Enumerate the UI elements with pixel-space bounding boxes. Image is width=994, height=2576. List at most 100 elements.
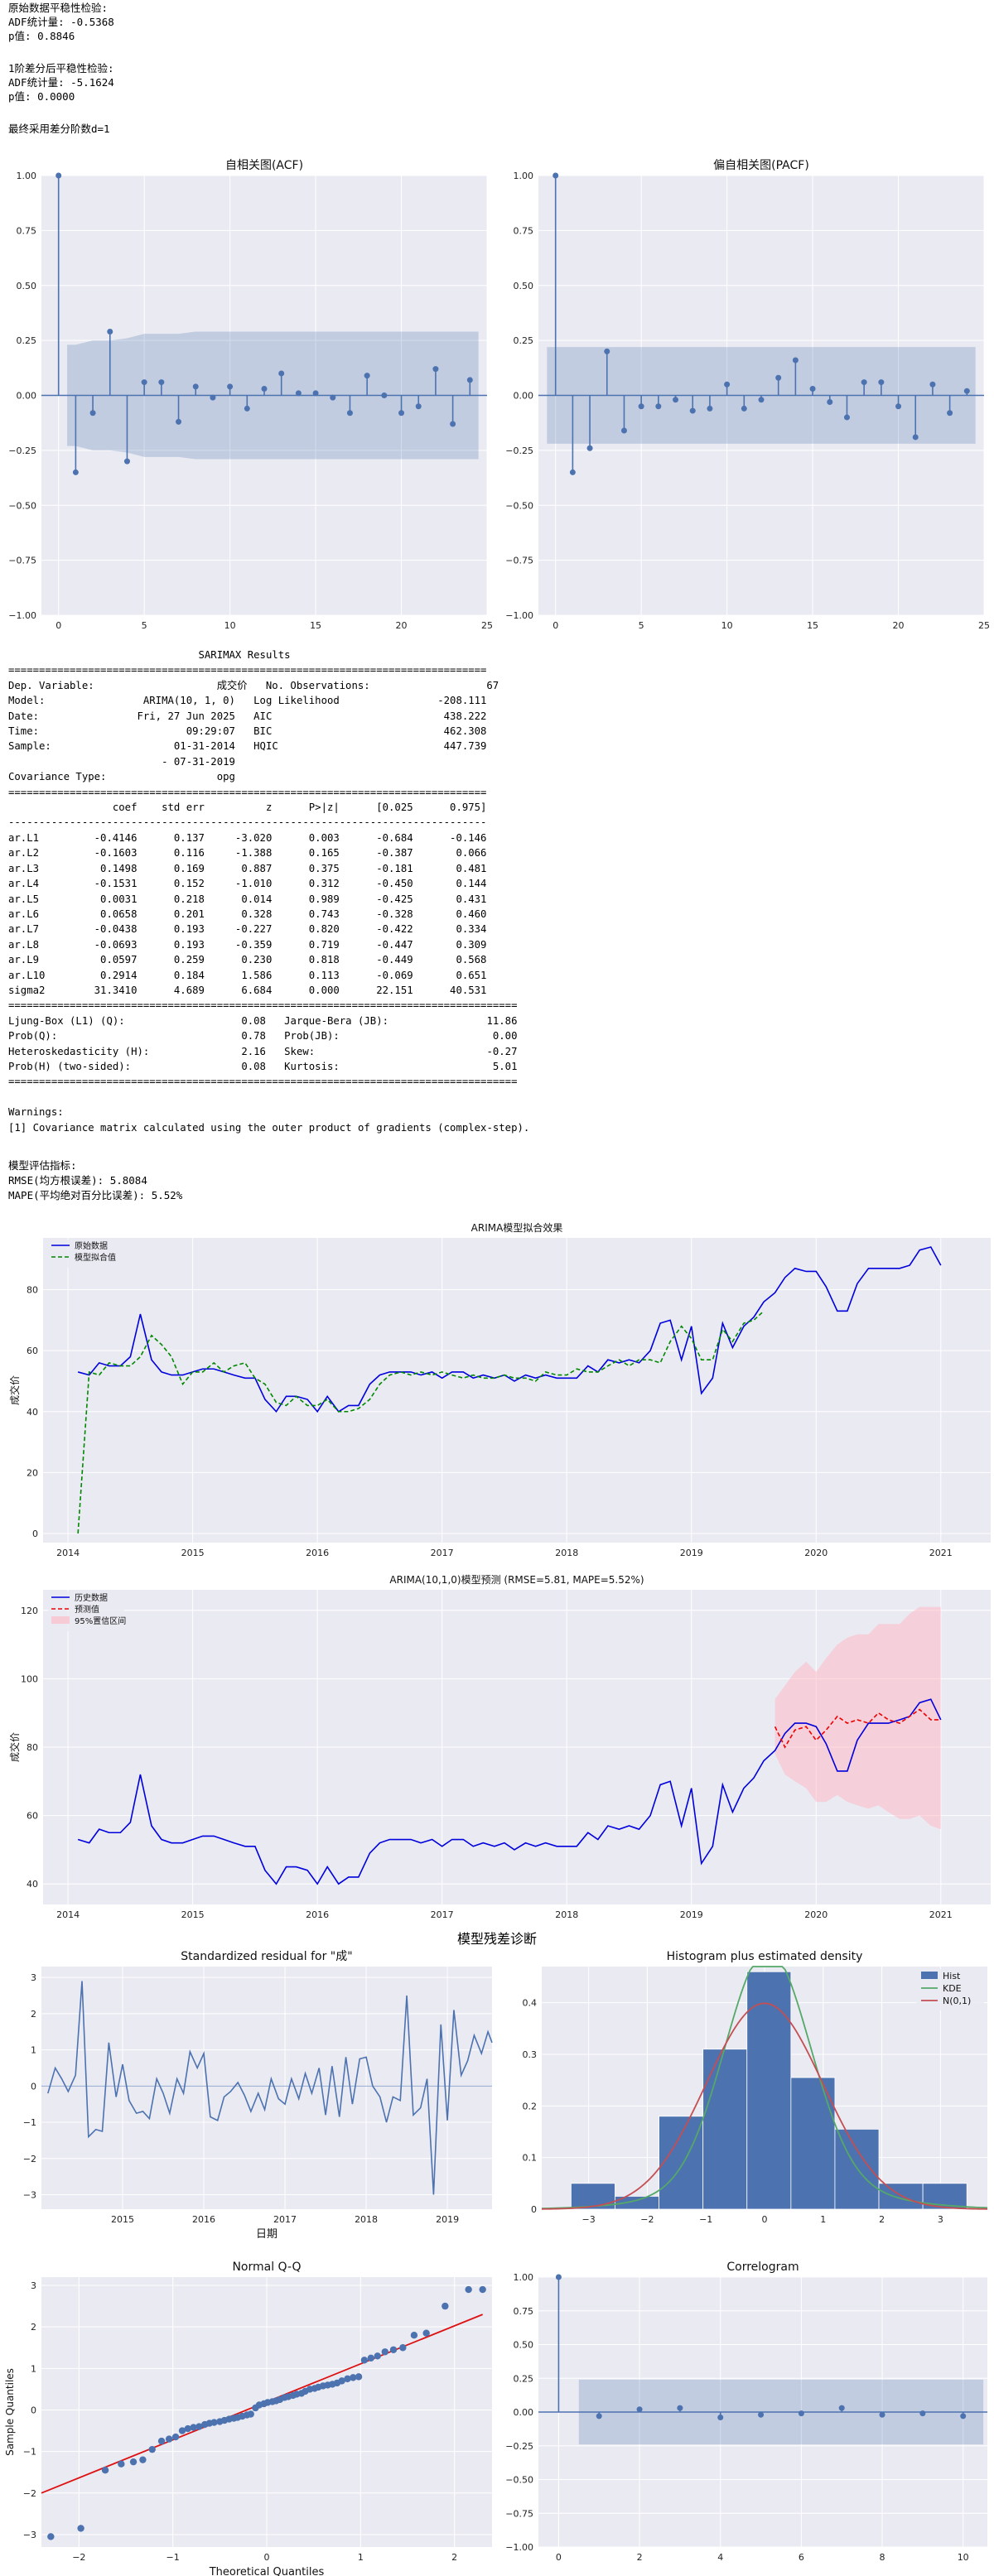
stem-marker — [895, 403, 902, 410]
qq-point — [77, 2525, 84, 2532]
legend-label: N(0,1) — [943, 1996, 971, 2006]
x-tick-label: 0 — [762, 2214, 768, 2225]
qq-point — [479, 2285, 486, 2294]
stem-marker — [741, 405, 747, 412]
x-tick-label: 2018 — [355, 2214, 378, 2225]
histogram-bar — [659, 2116, 704, 2210]
x-tick-label: 0 — [552, 620, 558, 631]
x-tick-label: 2019 — [680, 1548, 703, 1558]
legend-box — [48, 1591, 124, 1631]
x-tick-label: 25 — [978, 620, 990, 631]
x-tick-label: 2021 — [929, 1909, 953, 1920]
x-tick-label: −1 — [699, 2214, 712, 2225]
stem-marker — [312, 390, 319, 397]
qq-point — [367, 2354, 374, 2362]
y-tick-label: 0.00 — [514, 391, 534, 402]
qq-point — [344, 2375, 351, 2383]
chart-title: Correlogram — [726, 2261, 799, 2274]
y-tick-label: 0.75 — [514, 2306, 534, 2317]
stem-marker — [775, 374, 782, 381]
stem-marker — [878, 379, 885, 386]
y-tick-label: 60 — [27, 1811, 38, 1822]
x-tick-label: 0 — [264, 2552, 270, 2563]
qq-point — [129, 2458, 138, 2466]
x-tick-label: 0 — [55, 620, 61, 631]
series-line-1 — [774, 1708, 941, 1749]
y-tick-label: −0.50 — [8, 500, 36, 511]
chart-title: ARIMA模型拟合效果 — [471, 1221, 563, 1234]
y-tick-label: −0.25 — [505, 445, 533, 456]
stem-marker — [809, 386, 816, 392]
x-tick-label: −2 — [640, 2214, 654, 2225]
qq-point — [171, 2433, 180, 2441]
stem-marker — [569, 469, 576, 475]
stem-marker — [798, 2410, 804, 2417]
stem-marker — [655, 403, 662, 410]
x-tick-label: 25 — [481, 620, 493, 631]
y-tick-label: −0.25 — [505, 2441, 533, 2452]
stem-marker — [960, 2413, 967, 2420]
qq-point — [148, 2445, 156, 2453]
y-tick-label: 3 — [31, 2280, 36, 2291]
series-line-0 — [77, 1246, 942, 1413]
y-tick-label: 60 — [27, 1346, 38, 1356]
y-tick-label: 0.2 — [523, 2101, 538, 2111]
chart-title: Histogram plus estimated density — [667, 1950, 863, 1963]
correlogram-chart: 0 2 4 6 8 10 −1.00 −0.75 −0.50 −0.25 0.00 0.25 0.50 0… — [505, 2261, 987, 2563]
y-tick-label: 0.4 — [523, 1998, 538, 2009]
stem-marker — [929, 381, 936, 388]
qq-point — [247, 2410, 254, 2418]
y-tick-label: 3 — [31, 1972, 36, 1983]
y-tick-label: −2 — [23, 2488, 36, 2499]
stem-marker — [244, 405, 250, 412]
y-tick-label: 0.00 — [17, 391, 37, 402]
stem-marker — [141, 379, 147, 386]
qq-point — [139, 2456, 147, 2463]
stationarity-line-6: p值: 0.0000 — [8, 90, 75, 103]
stem-marker — [192, 383, 199, 390]
y-tick-label: 40 — [27, 1407, 38, 1418]
chart-title: ARIMA(10,1,0)模型预测 (RMSE=5.81, MAPE=5.52%… — [389, 1574, 644, 1586]
y-tick-label: 1.00 — [17, 171, 37, 181]
qq-point — [410, 2332, 418, 2339]
x-tick-label: 5 — [639, 620, 644, 631]
chart-title: 自相关图(ACF) — [225, 159, 303, 172]
x-tick-label: −2 — [72, 2552, 85, 2563]
x-tick-label: 2019 — [436, 2214, 459, 2225]
y-tick-label: 0 — [31, 2405, 36, 2415]
x-tick-label: 2014 — [56, 1548, 80, 1558]
qq-point — [374, 2352, 381, 2360]
y-axis-label: 成交价 — [8, 1375, 21, 1405]
qq-point — [355, 2373, 363, 2381]
stem-marker — [717, 2415, 724, 2421]
y-tick-label: 0.00 — [514, 2407, 534, 2418]
y-tick-label: −0.50 — [505, 2475, 533, 2486]
stationarity-line-5: ADF统计量: -5.1624 — [8, 76, 114, 89]
stem-marker — [724, 381, 731, 388]
qq-point — [195, 2423, 203, 2430]
qq-point — [118, 2460, 125, 2468]
stem-marker — [947, 410, 953, 416]
legend-swatch — [51, 1616, 70, 1624]
diagnostics-suptitle: 模型残差诊断 — [456, 1931, 537, 1947]
stem-marker — [636, 2406, 643, 2413]
stem-marker — [963, 388, 970, 394]
legend-label: KDE — [943, 1983, 962, 1994]
stem-marker — [432, 366, 439, 373]
stem-marker — [620, 427, 627, 434]
stem-marker — [912, 434, 919, 441]
legend-box — [48, 1240, 124, 1268]
x-tick-label: 1 — [358, 2552, 364, 2563]
stem-marker — [123, 458, 130, 465]
x-tick-label: 5 — [142, 620, 147, 631]
y-tick-label: 0.75 — [514, 225, 534, 236]
y-tick-label: 0.25 — [514, 2373, 534, 2384]
x-tick-label: 2020 — [804, 1909, 828, 1920]
stationarity-line-7: 最终采用差分阶数d=1 — [8, 123, 110, 135]
stem-marker — [466, 377, 473, 383]
qq-point — [210, 2419, 218, 2426]
x-tick-label: 0 — [556, 2552, 562, 2563]
stationarity-line-4: 1阶差分后平稳性检验: — [8, 62, 114, 75]
y-tick-label: −3 — [23, 2190, 36, 2201]
qq-point — [190, 2424, 197, 2431]
